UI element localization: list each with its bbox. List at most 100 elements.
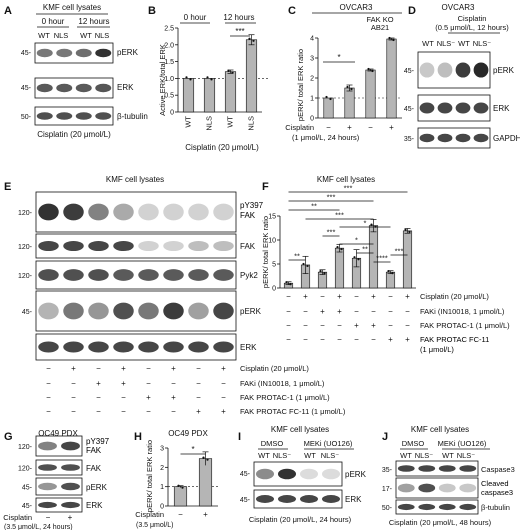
blot-0-band <box>36 48 53 58</box>
bar <box>173 486 188 507</box>
data-point <box>181 486 184 489</box>
row-label: Cisplatin <box>3 513 32 522</box>
sign-marker: − <box>146 407 151 416</box>
sign-marker: − <box>121 407 126 416</box>
blot-label: ERK <box>117 83 134 92</box>
mw-marker: 120- <box>18 210 33 217</box>
sign-marker: − <box>354 335 359 344</box>
lane-label: NLS⁻ <box>415 451 434 460</box>
blot-J-2-band <box>438 503 456 511</box>
blot-E-1-band <box>138 240 159 252</box>
significance-marker: * <box>337 53 340 62</box>
y-tick-label: 3 <box>310 56 314 63</box>
blot-label: β-tubulin <box>481 503 510 512</box>
sign-marker: + <box>354 321 359 330</box>
y-tick-label: 1.0 <box>164 76 174 83</box>
sign-marker: + <box>203 510 208 519</box>
sign-marker: − <box>388 321 393 330</box>
bar <box>245 39 258 113</box>
sign-marker: + <box>146 393 151 402</box>
sign-marker: − <box>371 335 376 344</box>
blot-E-2-band <box>213 269 234 281</box>
sign-marker: − <box>171 379 176 388</box>
panel-I-footer: Cisplatin (20 μmol/L, 24 hours) <box>249 515 352 524</box>
data-point <box>285 281 288 284</box>
row-condition: (3.5 μmol/L, 24 hours) <box>4 524 73 530</box>
blot-G-1 <box>35 459 83 476</box>
data-point <box>306 264 309 268</box>
mw-marker: 45- <box>21 50 32 57</box>
sign-marker: − <box>320 292 325 301</box>
sign-marker: + <box>171 393 176 402</box>
data-point <box>231 71 234 74</box>
data-point <box>370 223 373 226</box>
panel-D-header: OVCAR3 <box>442 3 475 12</box>
mw-marker: 45- <box>22 485 33 492</box>
sign-marker: − <box>196 393 201 402</box>
y-tick-label: 0.5 <box>164 93 174 100</box>
row-label: FAK PROTAC-1 (1 μmol/L) <box>420 321 510 330</box>
data-point <box>408 230 411 233</box>
y-tick-label: 10 <box>268 238 276 245</box>
sign-marker: − <box>71 407 76 416</box>
significance-marker: ** <box>362 245 368 254</box>
x-tick-label: NLS <box>247 116 256 131</box>
blot-E-2-band <box>38 269 59 281</box>
bar <box>334 247 345 289</box>
y-tick-label: 2 <box>310 76 314 83</box>
blot-D-0-band <box>473 62 489 78</box>
sign-marker: − <box>46 364 51 373</box>
blot-G-1-band <box>61 464 80 471</box>
data-point <box>340 248 343 251</box>
blot-D-1-band <box>419 102 435 114</box>
blot-J-2-band <box>459 503 477 511</box>
data-point <box>357 258 360 261</box>
sign-marker: − <box>96 393 101 402</box>
sign-marker: + <box>221 364 226 373</box>
mw-marker: 120- <box>18 273 33 280</box>
blot-I-1-band <box>277 495 297 503</box>
data-point <box>248 37 251 40</box>
x-tick-label: WT <box>184 116 193 128</box>
sign-marker: − <box>337 321 342 330</box>
blot-E-3-band <box>113 302 134 320</box>
blot-label: ERK <box>240 343 257 352</box>
mw-marker: 45- <box>22 503 33 510</box>
sign-marker: − <box>286 307 291 316</box>
sign-marker: − <box>320 321 325 330</box>
blot-I-0-band <box>299 468 319 480</box>
data-point <box>350 87 353 91</box>
row-label: Cisplatin <box>285 123 314 132</box>
panel-letter-H: H <box>134 431 142 443</box>
row-label: FAKi (IN10018, 1 μmol/L) <box>240 379 325 388</box>
sign-marker: − <box>71 379 76 388</box>
time-label: 0 hour <box>42 17 65 26</box>
group-label: MEKi (UO126) <box>304 439 353 448</box>
panel-C-header: OVCAR3 <box>340 3 373 12</box>
sign-marker: − <box>221 379 226 388</box>
mw-marker: 35- <box>404 136 415 143</box>
sign-marker: − <box>388 292 393 301</box>
sign-marker: + <box>405 292 410 301</box>
blot-E-2-band <box>163 269 184 281</box>
row-label: Cisplatin (20 μmol/L) <box>240 364 309 373</box>
blot-D-2-band <box>437 133 453 143</box>
sign-marker: − <box>171 407 176 416</box>
sign-marker: − <box>303 321 308 330</box>
blot-0 <box>34 42 114 64</box>
lane-label: WT <box>458 39 470 48</box>
x-tick-label: NLS <box>205 116 214 131</box>
sign-marker: − <box>326 123 331 132</box>
significance-marker: * <box>191 445 194 454</box>
sign-marker: − <box>354 307 359 316</box>
blot-E-4-band <box>188 341 209 353</box>
blot-E-2-band <box>188 269 209 281</box>
panel-letter-I: I <box>238 431 241 443</box>
data-point <box>252 39 255 42</box>
blot-2-band <box>75 112 92 120</box>
sign-marker: + <box>389 123 394 132</box>
bar <box>203 78 216 113</box>
lane-label: NLS <box>95 31 110 40</box>
y-tick-label: 5 <box>272 262 276 269</box>
sign-marker: + <box>96 379 101 388</box>
